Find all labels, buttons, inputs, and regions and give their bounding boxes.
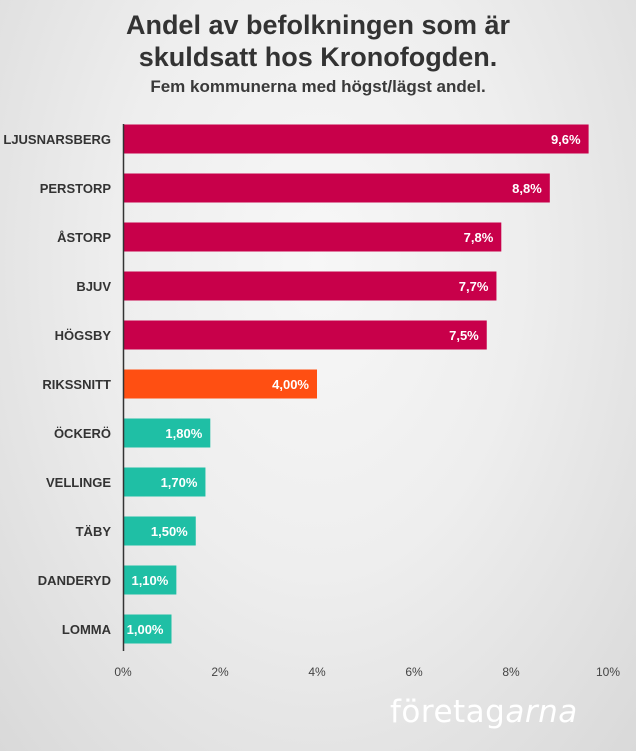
category-label: BJUV [76,279,111,294]
bar [123,467,206,497]
data-label: 9,6% [551,132,581,147]
data-label: 1,10% [131,573,168,588]
data-label: 1,50% [151,524,188,539]
category-label: ÖCKERÖ [54,426,111,441]
data-label: 1,70% [161,475,198,490]
chart-title-line-1: Andel av befolkningen som är [125,10,511,40]
x-tick-label: 4% [308,665,326,679]
x-tick-label: 0% [114,665,132,679]
data-label: 1,00% [127,622,164,637]
data-label: 7,7% [459,279,489,294]
category-label: ÅSTORP [57,230,111,245]
category-label: LJUSNARSBERG [3,132,111,147]
category-label: LOMMA [62,622,112,637]
data-label: 1,80% [165,426,202,441]
data-label: 8,8% [512,181,542,196]
bar [123,271,497,301]
category-label: HÖGSBY [55,328,112,343]
bar [123,124,589,154]
x-tick-label: 6% [405,665,423,679]
category-label: DANDERYD [38,573,111,588]
category-label: VELLINGE [46,475,111,490]
bar [123,320,487,350]
bar [123,369,317,399]
category-label: RIKSSNITT [42,377,111,392]
bar [123,516,196,546]
bar [123,614,172,644]
data-label: 7,5% [449,328,479,343]
foretagarna-logo: företagarna [390,694,578,730]
bar [123,418,211,448]
bar [123,173,550,203]
x-tick-label: 2% [211,665,229,679]
chart-subtitle: Fem kommunerna med högst/lägst andel. [150,77,486,96]
x-tick-label: 8% [502,665,520,679]
data-label: 7,8% [464,230,494,245]
bar [123,222,502,252]
bar [123,565,177,595]
x-tick-label: 10% [596,665,620,679]
chart-title-line-2: skuldsatt hos Kronofogden. [138,42,498,72]
data-label: 4,00% [272,377,309,392]
category-label: TÄBY [76,524,112,539]
category-label: PERSTORP [40,181,112,196]
